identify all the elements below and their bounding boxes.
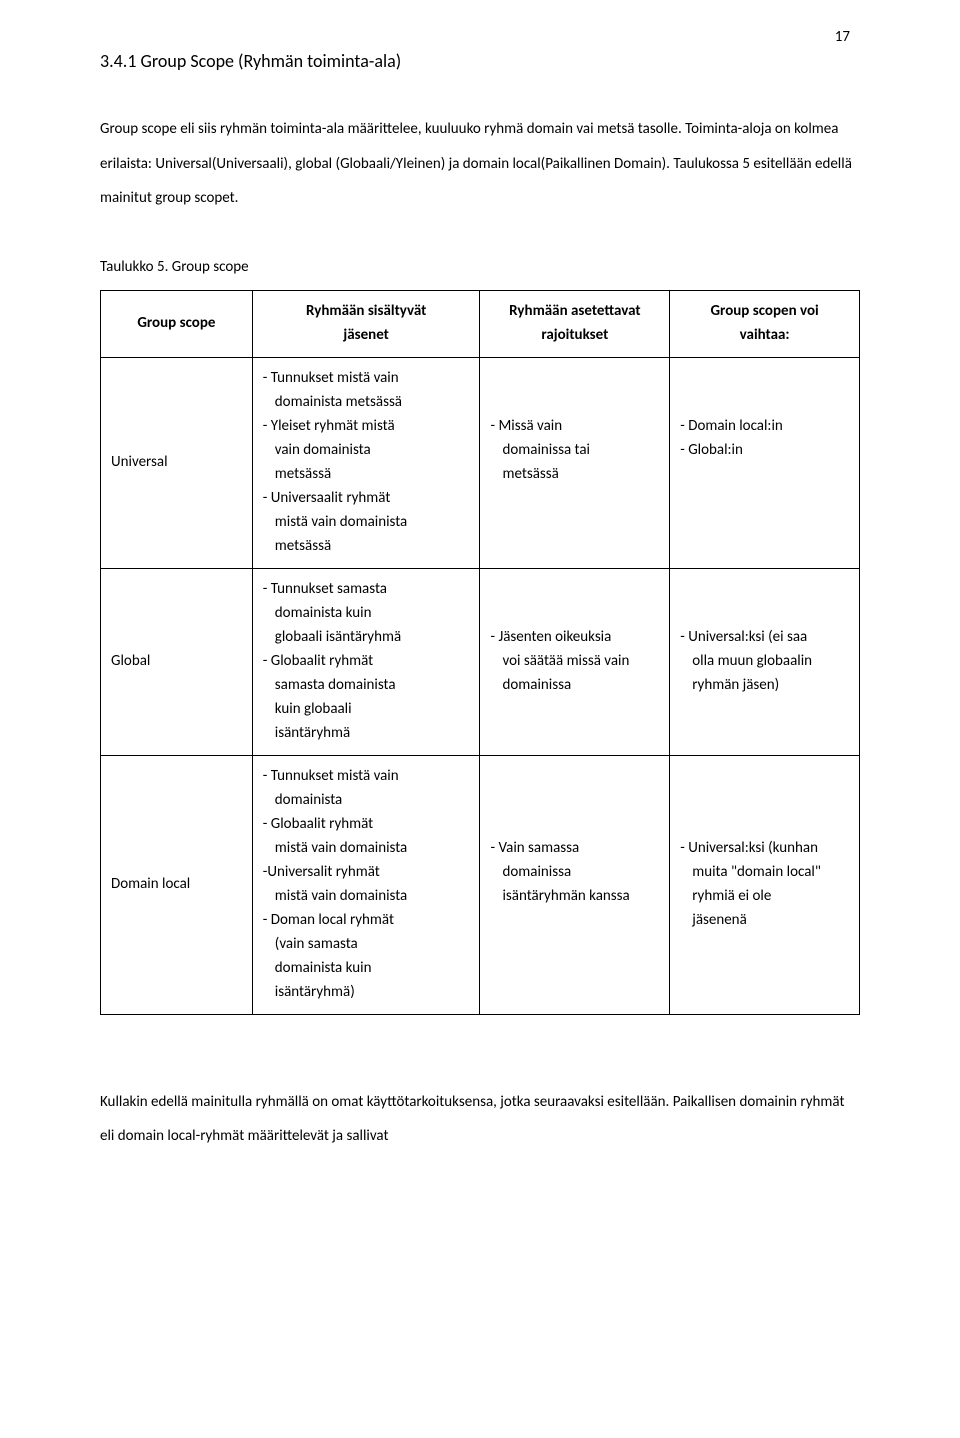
cell-restrictions: - Jäsenten oikeuksiavoi säätää missä vai… bbox=[480, 568, 670, 755]
cell-line: - Vain samassa bbox=[490, 836, 659, 860]
cell-line: metsässä bbox=[490, 462, 659, 486]
cell-line: - Globaalit ryhmät bbox=[263, 812, 470, 836]
cell-line: - Domain local:in bbox=[680, 414, 849, 438]
cell-line: - Tunnukset samasta bbox=[263, 577, 470, 601]
cell-line bbox=[680, 390, 849, 414]
cell-line bbox=[490, 390, 659, 414]
table-row: Global- Tunnukset samastadomainista kuin… bbox=[101, 568, 860, 755]
section-heading: 3.4.1 Group Scope (Ryhmän toiminta-ala) bbox=[100, 50, 860, 72]
cell-line bbox=[490, 366, 659, 390]
cell-line: - Universaalit ryhmät bbox=[263, 486, 470, 510]
page-number: 17 bbox=[835, 28, 850, 46]
cell-line: - Universal:ksi (kunhan bbox=[680, 836, 849, 860]
cell-line: isäntäryhmä) bbox=[263, 980, 470, 1004]
cell-line bbox=[680, 577, 849, 601]
cell-line: metsässä bbox=[263, 462, 470, 486]
document-page: 17 3.4.1 Group Scope (Ryhmän toiminta-al… bbox=[0, 0, 960, 1438]
cell-line: domainissa tai bbox=[490, 438, 659, 462]
cell-change: - Universal:ksi (kunhanmuita "domain loc… bbox=[670, 755, 860, 1014]
cell-line: voi säätää missä vain bbox=[490, 649, 659, 673]
cell-scope: Global bbox=[101, 568, 253, 755]
cell-line: - Jäsenten oikeuksia bbox=[490, 625, 659, 649]
cell-line: mistä vain domainista bbox=[263, 510, 470, 534]
cell-line: ryhmän jäsen) bbox=[680, 673, 849, 697]
th-line: Group scopen voi bbox=[680, 299, 849, 323]
cell-scope: Domain local bbox=[101, 755, 253, 1014]
cell-scope: Universal bbox=[101, 357, 253, 568]
table-row: Domain local- Tunnukset mistä vaindomain… bbox=[101, 755, 860, 1014]
cell-line: - Tunnukset mistä vain bbox=[263, 366, 470, 390]
th-change: Group scopen voivaihtaa: bbox=[670, 290, 860, 357]
cell-line: vain domainista bbox=[263, 438, 470, 462]
cell-members: - Tunnukset mistä vaindomainista- Globaa… bbox=[252, 755, 480, 1014]
cell-line: jäsenenä bbox=[680, 908, 849, 932]
cell-restrictions: - Vain samassadomainissaisäntäryhmän kan… bbox=[480, 755, 670, 1014]
cell-line bbox=[680, 812, 849, 836]
cell-line: domainista kuin bbox=[263, 601, 470, 625]
cell-change: - Universal:ksi (ei saaolla muun globaal… bbox=[670, 568, 860, 755]
closing-paragraph: Kullakin edellä mainitulla ryhmällä on o… bbox=[100, 1085, 860, 1154]
table-row: Universal- Tunnukset mistä vaindomainist… bbox=[101, 357, 860, 568]
cell-line: domainissa bbox=[490, 860, 659, 884]
cell-line: samasta domainista bbox=[263, 673, 470, 697]
cell-line: kuin globaali bbox=[263, 697, 470, 721]
th-scope: Group scope bbox=[101, 290, 253, 357]
cell-line bbox=[680, 366, 849, 390]
cell-line bbox=[490, 577, 659, 601]
cell-line bbox=[680, 788, 849, 812]
th-line: Ryhmään sisältyvät bbox=[263, 299, 470, 323]
cell-line: (vain samasta bbox=[263, 932, 470, 956]
cell-line bbox=[490, 812, 659, 836]
th-line: vaihtaa: bbox=[680, 323, 849, 347]
cell-line: - Missä vain bbox=[490, 414, 659, 438]
cell-line: - Global:in bbox=[680, 438, 849, 462]
th-line: Ryhmään asetettavat bbox=[490, 299, 659, 323]
cell-line bbox=[680, 764, 849, 788]
th-line: jäsenet bbox=[263, 323, 470, 347]
cell-line: - Tunnukset mistä vain bbox=[263, 764, 470, 788]
intro-paragraph: Group scope eli siis ryhmän toiminta-ala… bbox=[100, 112, 860, 216]
cell-line: mistä vain domainista bbox=[263, 836, 470, 860]
th-line: rajoitukset bbox=[490, 323, 659, 347]
cell-line: -Universalit ryhmät bbox=[263, 860, 470, 884]
cell-members: - Tunnukset mistä vaindomainista metsäss… bbox=[252, 357, 480, 568]
cell-line: - Doman local ryhmät bbox=[263, 908, 470, 932]
cell-line: domainissa bbox=[490, 673, 659, 697]
cell-line: globaali isäntäryhmä bbox=[263, 625, 470, 649]
cell-line: domainista kuin bbox=[263, 956, 470, 980]
cell-line: muita "domain local" bbox=[680, 860, 849, 884]
cell-line: mistä vain domainista bbox=[263, 884, 470, 908]
cell-line: - Globaalit ryhmät bbox=[263, 649, 470, 673]
cell-line: isäntäryhmän kanssa bbox=[490, 884, 659, 908]
cell-line bbox=[490, 764, 659, 788]
cell-line: metsässä bbox=[263, 534, 470, 558]
cell-line: domainista bbox=[263, 788, 470, 812]
cell-line: isäntäryhmä bbox=[263, 721, 470, 745]
cell-members: - Tunnukset samastadomainista kuinglobaa… bbox=[252, 568, 480, 755]
th-line: Group scope bbox=[111, 311, 242, 335]
cell-line: domainista metsässä bbox=[263, 390, 470, 414]
th-restrictions: Ryhmään asetettavatrajoitukset bbox=[480, 290, 670, 357]
th-members: Ryhmään sisältyvätjäsenet bbox=[252, 290, 480, 357]
table-header-row: Group scope Ryhmään sisältyvätjäsenet Ry… bbox=[101, 290, 860, 357]
cell-line: olla muun globaalin bbox=[680, 649, 849, 673]
cell-line bbox=[680, 601, 849, 625]
cell-restrictions: - Missä vaindomainissa taimetsässä bbox=[480, 357, 670, 568]
cell-line: ryhmiä ei ole bbox=[680, 884, 849, 908]
cell-line bbox=[490, 788, 659, 812]
table-caption: Taulukko 5. Group scope bbox=[100, 258, 860, 276]
group-scope-table: Group scope Ryhmään sisältyvätjäsenet Ry… bbox=[100, 290, 860, 1015]
cell-change: - Domain local:in- Global:in bbox=[670, 357, 860, 568]
cell-line: - Universal:ksi (ei saa bbox=[680, 625, 849, 649]
cell-line bbox=[490, 601, 659, 625]
cell-line: - Yleiset ryhmät mistä bbox=[263, 414, 470, 438]
